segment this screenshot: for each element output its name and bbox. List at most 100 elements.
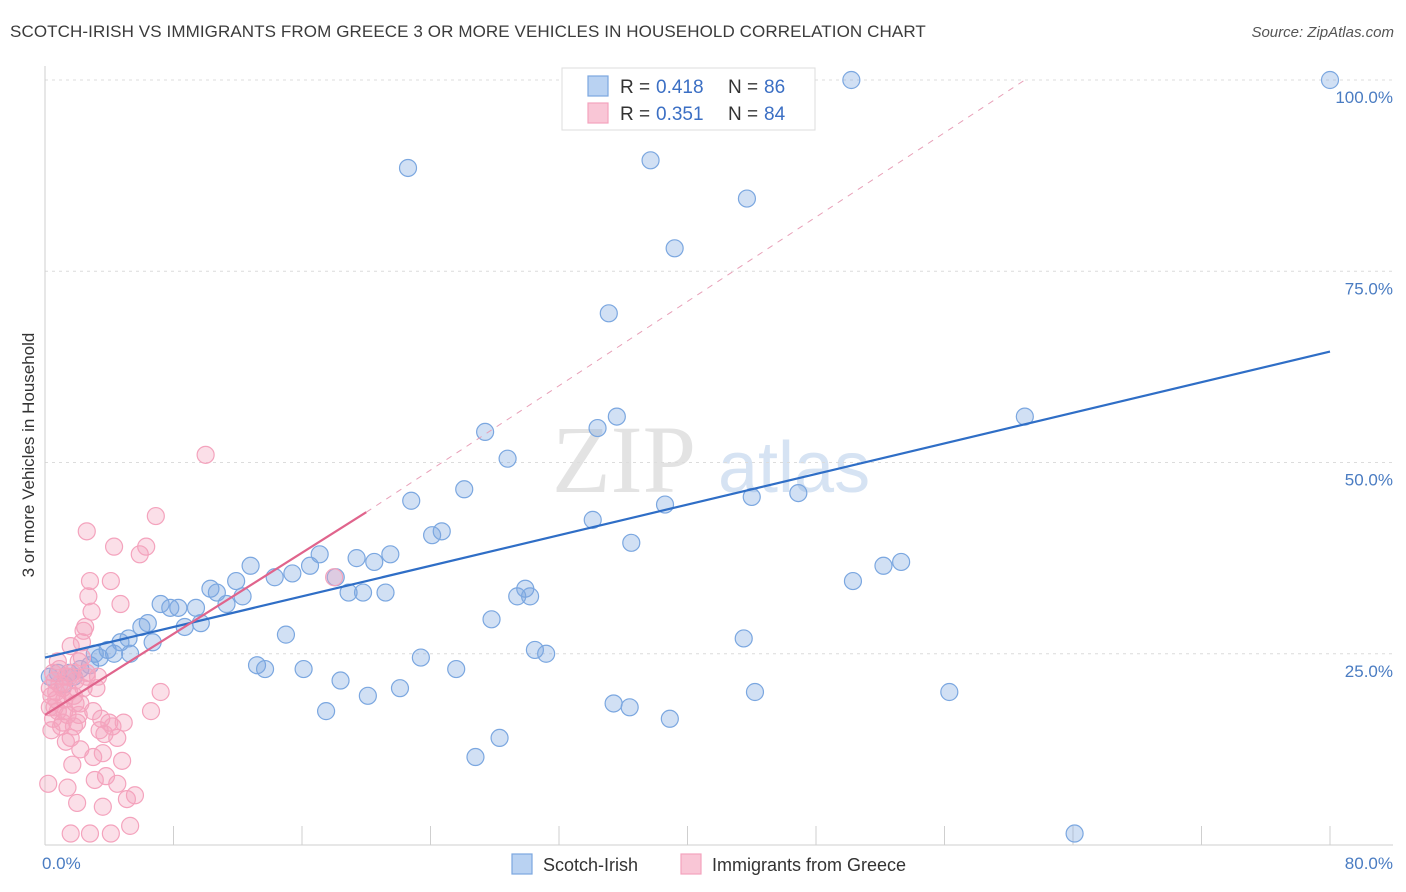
greece-point-78 [77,522,96,541]
scotch-irish-point-21 [186,598,206,617]
greece-point-48 [68,793,87,813]
scotch-irish-point-54 [455,480,474,499]
greece-point-79 [84,747,103,767]
greece-point-51 [85,770,104,790]
legend-n-label-1: N = [728,104,758,125]
scotch-irish-point-13 [121,644,140,663]
scotch-irish-point-41 [347,549,366,568]
scotch-irish-point-64 [537,644,556,663]
greece-point-55 [112,751,132,770]
legend-r-label-1: R = [620,104,650,125]
greece-point-26 [80,571,100,591]
legend-r-value-1: 0.351 [656,104,704,125]
legend-n-value-1: 84 [764,104,786,125]
greece-point-38 [114,713,133,732]
greece-point-82 [40,679,59,698]
scotch-irish-point-43 [358,686,377,705]
scotch-irish-point-78 [737,189,757,208]
scotch-irish-point-17 [151,594,170,614]
greece-point-54 [108,774,127,793]
data-points [39,70,1340,843]
scotch-irish-point-77 [734,629,753,648]
greece-point-63 [72,648,92,667]
greece-point-37 [111,594,130,614]
scotch-irish-point-51 [423,526,442,545]
legend-swatch-greece [587,102,609,124]
scotch-irish-point-37 [316,702,336,721]
scotch-irish-point-88 [1065,824,1084,843]
scotch-irish-point-70 [620,698,639,717]
legend-n-label-0: N = [728,77,758,98]
series-legend: Scotch-Irish Immigrants from Greece [511,853,906,875]
chart-source: Source: ZipAtlas.com [1251,24,1394,41]
scotch-irish-point-85 [892,552,911,572]
scotch-irish-point-39 [331,671,350,690]
scotch-irish-point-76 [665,239,684,258]
legend-r-value-0: 0.418 [656,77,704,98]
x-tick-label-0: 0.0% [42,854,81,873]
scotch-irish-point-19 [169,598,188,617]
scotch-irish-point-28 [241,556,260,575]
scotch-irish-point-62 [520,587,540,606]
y-axis-label: 3 or more Vehicles in Household [19,333,38,578]
scotch-irish-point-49 [402,491,421,510]
greece-point-43 [141,702,161,721]
greece-point-39 [121,816,140,835]
scotch-irish-point-72 [641,151,660,170]
scotch-irish-point-48 [398,158,418,178]
greece-point-35 [104,537,124,556]
stats-legend: R = 0.418 N = 86 R = 0.351 N = 84 [561,67,816,131]
scotch-irish-point-66 [588,418,607,438]
scotch-irish-point-80 [745,682,765,702]
greece-point-83 [69,705,88,725]
scotch-irish-point-44 [365,552,384,572]
scotch-irish-point-67 [599,304,618,323]
series-legend-label-scotch-irish: Scotch-Irish [543,855,638,875]
scotch-irish-point-40 [339,583,358,602]
greece-point-34 [101,571,120,591]
scotch-irish-point-36 [310,545,329,564]
scotch-irish-point-32 [276,625,296,644]
greece-point-80 [196,445,215,464]
scotch-irish-point-83 [843,571,863,591]
chart-title: SCOTCH-IRISH VS IMMIGRANTS FROM GREECE 3… [10,22,926,41]
scotch-irish-point-82 [842,70,861,90]
series-legend-swatch-scotch-irish [511,853,533,875]
greece-point-0 [39,774,58,793]
greece-point-46 [58,778,77,797]
scotch-irish-point-52 [432,522,451,541]
scotch-irish-point-75 [660,709,679,728]
scotch-irish-point-89 [1320,70,1340,90]
legend-n-value-0: 86 [764,77,785,98]
scotch-irish-point-10 [104,644,124,663]
greece-point-44 [146,506,165,526]
greece-point-50 [80,824,100,843]
y-tick-label-100: 100.0% [1335,88,1393,107]
scotch-irish-point-55 [466,747,485,767]
scotch-irish-point-53 [447,659,466,679]
greece-point-77 [61,824,80,843]
scotch-irish-point-58 [490,728,509,748]
greece-point-81 [325,568,344,587]
legend-swatch-scotch-irish [587,75,609,97]
x-tick-labels: 0.0% 80.0% [42,854,1393,873]
y-tick-label-25: 25.0% [1345,662,1393,681]
greece-point-52 [93,797,112,816]
scotch-irish-point-59 [498,449,517,468]
scotch-irish-point-63 [525,640,545,660]
scotch-irish-point-45 [376,583,395,602]
watermark-zip: ZIP [552,406,696,513]
greece-point-45 [151,682,170,702]
scotch-irish-point-86 [940,682,959,702]
trend-line-scotch-irish [44,350,1331,659]
trend-line-greece [44,511,367,716]
greece-point-67 [103,717,122,736]
scotch-irish-point-46 [381,545,400,564]
greece-point-31 [93,744,112,763]
scotch-irish-point-81 [789,484,808,503]
trend-lines [44,79,1331,716]
greece-point-76 [48,652,67,671]
y-tick-label-75: 75.0% [1345,279,1393,298]
scotch-irish-point-50 [411,648,430,667]
